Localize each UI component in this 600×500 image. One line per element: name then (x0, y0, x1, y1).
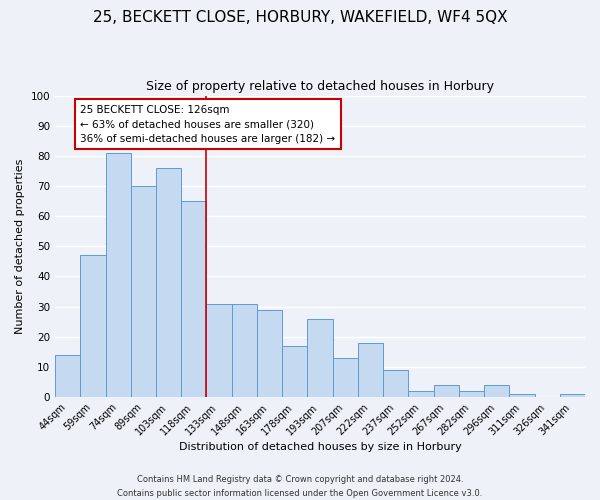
Bar (383, 370, 409, 397)
Text: 25 BECKETT CLOSE: 126sqm
← 63% of detached houses are smaller (320)
36% of semi-: 25 BECKETT CLOSE: 126sqm ← 63% of detach… (80, 104, 335, 144)
Bar (257, 310, 282, 397)
Bar (484, 385, 509, 397)
Bar (409, 391, 434, 397)
Y-axis label: Number of detached properties: Number of detached properties (15, 158, 25, 334)
Bar (80, 256, 106, 397)
Bar (509, 394, 535, 397)
Title: Size of property relative to detached houses in Horbury: Size of property relative to detached ho… (146, 80, 494, 93)
Bar (358, 343, 383, 397)
Bar (307, 318, 332, 397)
Text: 25, BECKETT CLOSE, HORBURY, WAKEFIELD, WF4 5QX: 25, BECKETT CLOSE, HORBURY, WAKEFIELD, W… (92, 10, 508, 25)
Bar (282, 346, 307, 397)
Bar (181, 201, 206, 397)
Bar (156, 168, 181, 397)
X-axis label: Distribution of detached houses by size in Horbury: Distribution of detached houses by size … (179, 442, 461, 452)
Bar (232, 304, 257, 397)
Bar (434, 385, 459, 397)
Text: Contains HM Land Registry data © Crown copyright and database right 2024.
Contai: Contains HM Land Registry data © Crown c… (118, 476, 482, 498)
Bar (106, 153, 131, 397)
Bar (206, 304, 232, 397)
Bar (131, 186, 156, 397)
Bar (560, 394, 585, 397)
Bar (55, 355, 80, 397)
Bar (459, 391, 484, 397)
Bar (332, 358, 358, 397)
